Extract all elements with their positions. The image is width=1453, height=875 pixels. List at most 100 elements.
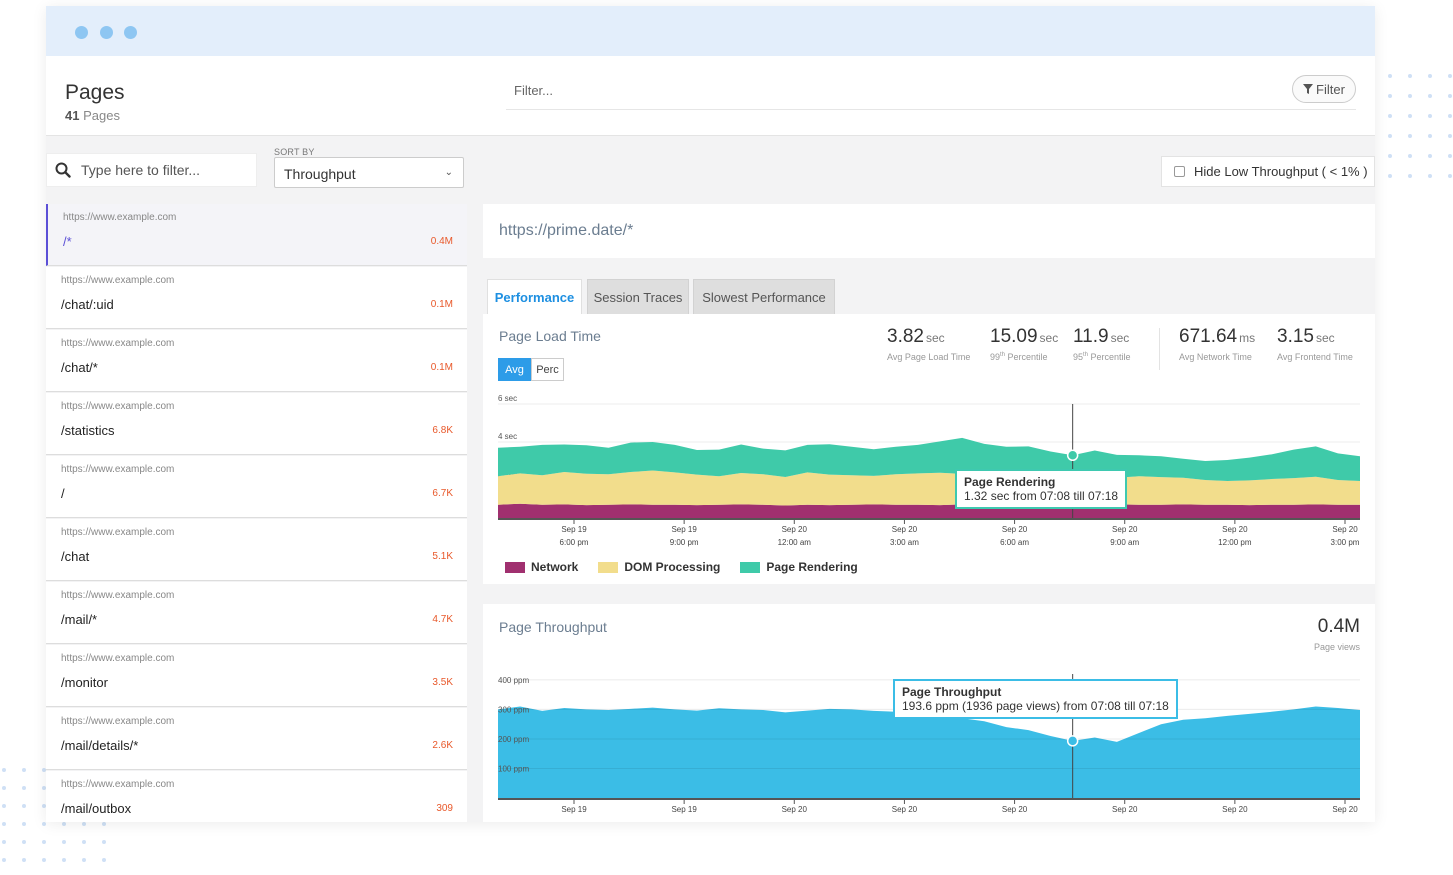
series-area-page-rendering[interactable] (498, 437, 1360, 481)
sort-by-value: Throughput (284, 166, 356, 182)
stat-label: Page views (1313, 642, 1360, 652)
x-tick-time: 6:00 pm (560, 538, 589, 547)
y-tick-label: 6 sec (498, 394, 517, 403)
tab-session-traces[interactable]: Session Traces (587, 279, 689, 314)
stat-value: 0.4M (1317, 616, 1360, 637)
page-title: Pages (65, 81, 125, 104)
series-area-page-throughput[interactable] (498, 706, 1360, 798)
stat-unit: sec (1315, 331, 1335, 345)
list-item[interactable]: https://www.example.com /chat/:uid 0.1M (46, 267, 467, 329)
list-item-domain: https://www.example.com (61, 653, 175, 664)
tab-performance[interactable]: Performance (487, 279, 582, 314)
window-dot-3 (124, 26, 137, 39)
page-count-value: 41 (65, 108, 80, 123)
stat-value: 3.15 (1277, 326, 1314, 347)
y-tick-label: 4 sec (498, 432, 517, 441)
series-area-dom-processing[interactable] (498, 470, 1360, 506)
legend-item-rendering[interactable]: Page Rendering (740, 560, 858, 574)
sort-by-select[interactable]: Throughput ⌄ (274, 157, 464, 188)
stat-label-suffix: th (1083, 352, 1089, 358)
x-tick-date: Sep 20 (1002, 525, 1028, 534)
stat-value: 15.09 (990, 326, 1038, 347)
funnel-icon (1303, 84, 1314, 94)
filter-button[interactable]: Filter (1292, 75, 1356, 103)
hide-low-throughput-checkbox[interactable] (1174, 166, 1185, 177)
stat-unit: sec (925, 331, 945, 345)
x-tick-time: 6:00 am (1000, 538, 1029, 547)
x-tick-date: Sep 20 (1112, 805, 1138, 814)
list-item-path: /* (63, 234, 72, 249)
filter-bar[interactable]: Filter... Filter (506, 73, 1356, 110)
decor-dots-top-right (1388, 74, 1452, 178)
window-dot-2 (100, 26, 113, 39)
list-item-domain: https://www.example.com (61, 275, 175, 286)
list-item-path: /mail/* (61, 612, 98, 627)
stat-label: Avg Page Load Time (887, 352, 971, 362)
y-tick-label: 300 ppm (498, 705, 529, 714)
list-item[interactable]: https://www.example.com /chat 5.1K (46, 519, 467, 581)
stat-label: Avg Frontend Time (1277, 352, 1353, 362)
perc-toggle-button[interactable]: Perc (531, 358, 564, 381)
x-tick-date: Sep 19 (671, 805, 697, 814)
legend-label: Page Rendering (766, 560, 858, 574)
list-item[interactable]: https://www.example.com /monitor 3.5K (46, 645, 467, 707)
tab-slowest-performance[interactable]: Slowest Performance (693, 279, 835, 314)
x-tick-date: Sep 19 (561, 525, 587, 534)
tooltip-title: Page Throughput (902, 685, 1002, 699)
legend-label: DOM Processing (624, 560, 721, 574)
filter-input[interactable]: Filter... (514, 83, 554, 98)
list-item-count: 3.5K (432, 677, 453, 688)
tooltip-text: 1.32 sec from 07:08 till 07:18 (964, 489, 1119, 503)
x-tick-date: Sep 19 (561, 805, 587, 814)
hover-point (1066, 735, 1079, 747)
list-item-domain: https://www.example.com (61, 527, 175, 538)
list-item[interactable]: https://www.example.com /chat/* 0.1M (46, 330, 467, 392)
y-tick-label: 200 ppm (498, 735, 529, 744)
list-item-path: /chat/* (61, 360, 98, 375)
throughput-panel: Page Throughput 0.4M Page views 400 ppm 3… (483, 604, 1375, 822)
legend-swatch (598, 561, 619, 573)
avg-perc-toggle: Avg Perc (498, 358, 564, 381)
stat-p95: 11.9 sec 95th Percentile (1073, 326, 1131, 362)
list-item[interactable]: https://www.example.com /* 0.4M (46, 204, 467, 266)
stat-avg-load: 3.82 sec Avg Page Load Time (887, 326, 970, 362)
list-item-path: /mail/details/* (61, 738, 139, 753)
selected-page-url: https://prime.date/* (499, 222, 634, 239)
page-load-panel: Page Load Time Avg Perc 3.82 sec Avg Page… (483, 314, 1375, 584)
list-item-count: 309 (436, 803, 453, 814)
search-box[interactable]: Type here to filter... (46, 153, 257, 187)
list-item-count: 4.7K (432, 614, 453, 625)
stat-label: Avg Network Time (1179, 352, 1252, 362)
x-tick-time: 9:00 pm (670, 538, 699, 547)
legend-item-dom[interactable]: DOM Processing (598, 560, 720, 574)
legend-item-network[interactable]: Network (505, 560, 578, 574)
x-tick-time: 12:00 pm (1218, 538, 1252, 547)
chart-legend: Network DOM Processing Page Rendering (505, 560, 858, 574)
hide-low-throughput-label: Hide Low Throughput ( < 1% ) (1194, 164, 1368, 179)
list-item[interactable]: https://www.example.com /mail/* 4.7K (46, 582, 467, 644)
avg-toggle-button[interactable]: Avg (498, 358, 531, 381)
list-item[interactable]: https://www.example.com / 6.7K (46, 456, 467, 518)
hide-low-throughput-toggle[interactable]: Hide Low Throughput ( < 1% ) (1161, 156, 1375, 187)
stat-label: 99th Percentile (990, 352, 1058, 362)
legend-swatch (740, 561, 761, 573)
window-titlebar (46, 6, 1375, 56)
list-item-path: /mail/outbox (61, 801, 132, 816)
window-dot-1 (75, 26, 88, 39)
series-area-network[interactable] (498, 503, 1360, 518)
x-tick-date: Sep 20 (1002, 805, 1028, 814)
x-tick-date: Sep 20 (892, 805, 918, 814)
list-item-path: /monitor (61, 675, 108, 690)
stat-unit: ms (1239, 331, 1256, 345)
list-item[interactable]: https://www.example.com /mail/details/* … (46, 708, 467, 770)
list-item-path: / (61, 486, 65, 501)
list-item[interactable]: https://www.example.com /mail/outbox 309 (46, 771, 467, 822)
list-item-count: 0.1M (430, 362, 453, 373)
stat-network: 671.64 ms Avg Network Time (1179, 326, 1255, 362)
list-item[interactable]: https://www.example.com /statistics 6.8K (46, 393, 467, 455)
x-tick-date: Sep 20 (782, 805, 808, 814)
stat-label-number: 99 (990, 352, 1001, 362)
list-item-path: /chat (61, 549, 90, 564)
search-input[interactable]: Type here to filter... (81, 162, 201, 178)
